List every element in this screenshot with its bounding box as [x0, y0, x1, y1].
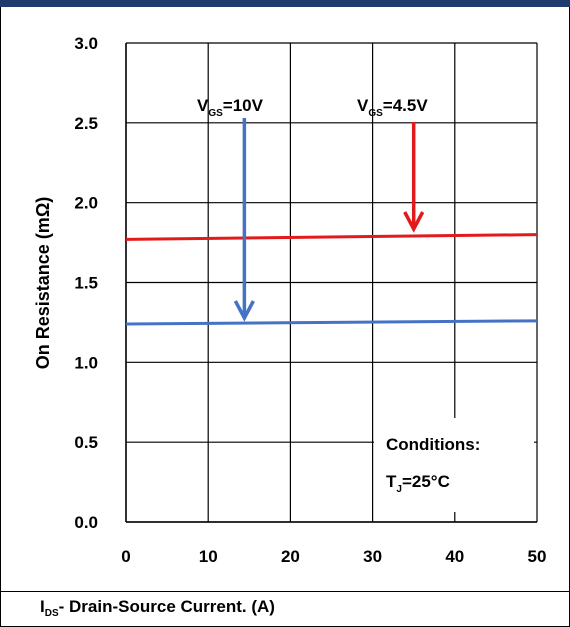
annotation-vgs45-main: V — [357, 96, 369, 115]
conditions-box — [374, 418, 534, 512]
annotation-vgs10-rest: =10V — [223, 96, 264, 115]
x-tick-label-0: 0 — [121, 547, 130, 566]
annotation-vgs10-main: V — [197, 96, 209, 115]
header-bar — [0, 0, 570, 7]
x-tick-label-3: 30 — [363, 547, 382, 566]
x-tick-label-5: 50 — [528, 547, 547, 566]
y-tick-label-6: 3.0 — [74, 34, 98, 53]
series-lines — [125, 233, 538, 326]
y-tick-label-4: 2.0 — [74, 194, 98, 213]
chart: 0.0 0.5 1.0 1.5 2.0 2.5 3.0 0 10 20 30 40 50 On Res… — [33, 34, 546, 566]
caption-divider — [0, 591, 570, 592]
y-tick-label-2: 1.0 — [74, 353, 98, 372]
series-line-1 — [125, 233, 538, 241]
annotation-arrows — [233, 118, 425, 322]
x-axis-label-main: I — [40, 597, 45, 616]
x-axis-label-rest: - Drain-Source Current. (A) — [58, 597, 275, 616]
conditions-tj-sub: J — [396, 484, 402, 495]
annotation-vgs10: VGS=10V — [197, 96, 264, 119]
axes — [125, 43, 537, 523]
x-tick-label-2: 20 — [281, 547, 300, 566]
annotation-vgs45: VGS=4.5V — [357, 96, 428, 119]
annotation-vgs45-rest: =4.5V — [383, 96, 429, 115]
x-axis-label: IDS- Drain-Source Current. (A) — [40, 597, 275, 619]
x-axis-label-sub: DS — [44, 608, 59, 619]
y-tick-labels: 0.0 0.5 1.0 1.5 2.0 2.5 3.0 — [74, 34, 98, 532]
x-tick-label-1: 10 — [199, 547, 218, 566]
conditions-title: Conditions: — [386, 435, 480, 454]
y-tick-label-3: 1.5 — [74, 274, 98, 293]
conditions-tj: TJ=25°C — [386, 472, 450, 495]
arrow-vgs45-head — [403, 211, 425, 233]
arrow-vgs10-head — [233, 300, 255, 322]
y-axis-label: On Resistance (mΩ) — [33, 197, 53, 369]
x-tick-labels: 0 10 20 30 40 50 — [121, 547, 546, 566]
conditions-tj-main: T — [386, 472, 397, 491]
annotation-vgs45-sub: GS — [368, 108, 383, 119]
series-line-0 — [125, 319, 538, 326]
y-tick-label-5: 2.5 — [74, 114, 98, 133]
y-tick-label-0: 0.0 — [74, 513, 98, 532]
annotation-vgs10-sub: GS — [208, 108, 223, 119]
x-tick-label-4: 40 — [445, 547, 464, 566]
y-tick-label-1: 0.5 — [74, 433, 98, 452]
conditions-tj-rest: =25°C — [402, 472, 450, 491]
